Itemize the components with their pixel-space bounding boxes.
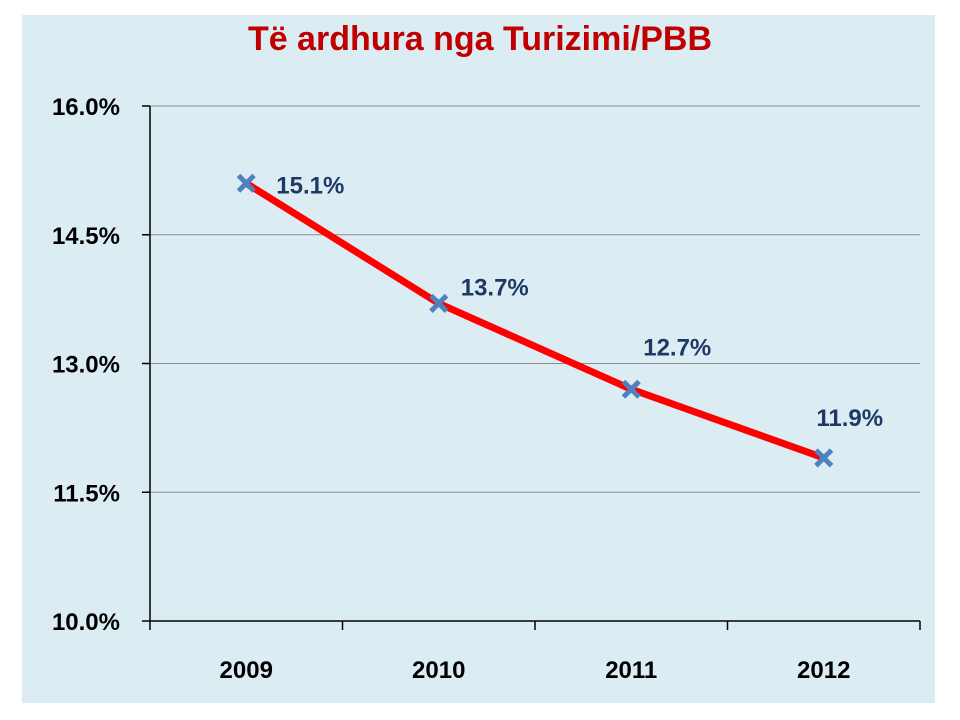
y-tick-label: 16.0% [52, 94, 120, 121]
x-tick-labels: 2009 2010 2011 2012 [220, 657, 851, 684]
y-tick-labels: 10.0% 11.5% 13.0% 14.5% 16.0% [52, 94, 120, 636]
series-line [242, 179, 828, 462]
chart-title: Të ardhura nga Turizimi/PBB [247, 20, 713, 58]
y-tick-label: 13.0% [52, 352, 120, 379]
data-label: 12.7% [643, 334, 711, 361]
marker-stroke [236, 173, 256, 193]
chart-background [22, 15, 935, 703]
y-tick-label: 11.5% [53, 480, 120, 507]
x-tick-label: 2012 [797, 657, 850, 684]
marker-stroke [429, 293, 449, 313]
marker-stroke [814, 448, 834, 468]
data-series [242, 179, 828, 462]
gridlines [150, 105, 920, 493]
x-tick-label: 2011 [605, 657, 657, 684]
marker-stroke [621, 379, 641, 399]
data-point-marker [429, 293, 449, 313]
data-point-marker [236, 173, 256, 193]
data-label: 13.7% [461, 274, 529, 301]
data-label: 15.1% [276, 172, 344, 199]
data-point-marker [814, 448, 834, 468]
axes [142, 105, 921, 630]
y-tick-label: 14.5% [52, 223, 120, 250]
data-label: 11.9% [816, 405, 883, 432]
data-labels: 15.1% 13.7% 12.7% 11.9% [276, 172, 883, 432]
data-markers [236, 173, 834, 468]
x-tick-label: 2009 [220, 657, 273, 684]
y-tick-label: 10.0% [52, 609, 120, 636]
data-point-marker [621, 379, 641, 399]
x-tick-label: 2010 [412, 657, 465, 684]
